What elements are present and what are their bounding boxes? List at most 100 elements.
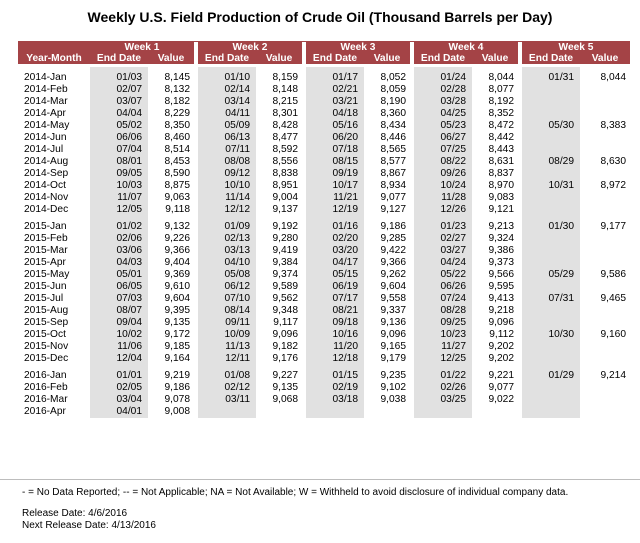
value-cell: 8,434 xyxy=(364,120,410,132)
value-cell: 9,137 xyxy=(256,204,302,216)
year-month-cell: 2015-Dec xyxy=(18,353,90,365)
week-1-header: Week 1 xyxy=(90,41,194,52)
value-cell: 8,350 xyxy=(148,120,194,132)
value-cell: 9,369 xyxy=(148,269,194,281)
end-date-cell: 12/05 xyxy=(90,204,148,216)
end-date-cell: 10/23 xyxy=(414,329,472,341)
end-date-cell: 09/19 xyxy=(306,168,364,180)
end-date-cell: 07/17 xyxy=(306,293,364,305)
end-date-cell: 12/26 xyxy=(414,204,472,216)
end-date-cell: 10/16 xyxy=(306,329,364,341)
value-cell: 8,951 xyxy=(256,180,302,192)
empty-date-cell xyxy=(522,168,580,180)
end-date-cell: 02/28 xyxy=(414,84,472,96)
empty-date-cell xyxy=(522,305,580,317)
table-row: 2015-Feb 02/06 9,226 02/13 9,280 02/20 9,285 02… xyxy=(18,233,630,245)
year-month-cell: 2015-Aug xyxy=(18,305,90,317)
value-cell: 9,262 xyxy=(364,269,410,281)
end-date-cell: 03/07 xyxy=(90,96,148,108)
empty-date-cell xyxy=(522,84,580,96)
value-cell: 9,038 xyxy=(364,394,410,406)
empty-date-cell xyxy=(414,406,472,418)
empty-date-cell xyxy=(522,281,580,293)
end-date-cell: 05/15 xyxy=(306,269,364,281)
empty-date-cell xyxy=(522,96,580,108)
value-cell: 9,172 xyxy=(148,329,194,341)
end-date-cell: 01/01 xyxy=(90,370,148,382)
end-date-cell: 04/24 xyxy=(414,257,472,269)
value-cell: 9,595 xyxy=(472,281,518,293)
end-date-cell: 01/22 xyxy=(414,370,472,382)
year-month-cell: 2015-Oct xyxy=(18,329,90,341)
end-date-cell: 01/03 xyxy=(90,72,148,84)
end-date-cell: 03/27 xyxy=(414,245,472,257)
value-cell: 9,589 xyxy=(256,281,302,293)
year-month-cell: 2015-Feb xyxy=(18,233,90,245)
end-date-header: End Date xyxy=(90,52,148,67)
table-row: 2014-Apr 04/04 8,229 04/11 8,301 04/18 8,360 04… xyxy=(18,108,630,120)
value-cell: 9,118 xyxy=(148,204,194,216)
value-cell: 9,135 xyxy=(256,382,302,394)
end-date-cell: 01/23 xyxy=(414,221,472,233)
end-date-cell: 12/11 xyxy=(198,353,256,365)
empty-value-cell xyxy=(580,132,630,144)
table-row: 2015-Mar 03/06 9,366 03/13 9,419 03/20 9,422 03… xyxy=(18,245,630,257)
end-date-cell: 04/10 xyxy=(198,257,256,269)
value-cell: 9,164 xyxy=(148,353,194,365)
end-date-cell: 01/08 xyxy=(198,370,256,382)
value-cell: 9,280 xyxy=(256,233,302,245)
end-date-cell: 06/06 xyxy=(90,132,148,144)
value-cell: 9,348 xyxy=(256,305,302,317)
table-row: 2014-Jan 01/03 8,145 01/10 8,159 01/17 8,052 01… xyxy=(18,72,630,84)
table-row: 2015-May 05/01 9,369 05/08 9,374 05/15 9,262 05… xyxy=(18,269,630,281)
table-row: 2015-Dec 12/04 9,164 12/11 9,176 12/18 9,179 12… xyxy=(18,353,630,365)
end-date-cell: 02/05 xyxy=(90,382,148,394)
end-date-cell: 01/16 xyxy=(306,221,364,233)
end-date-cell: 01/31 xyxy=(522,72,580,84)
value-cell: 9,177 xyxy=(580,221,630,233)
table-row: 2015-Jan 01/02 9,132 01/09 9,192 01/16 9,186 01… xyxy=(18,221,630,233)
page-title: Weekly U.S. Field Production of Crude Oi… xyxy=(87,9,553,25)
empty-date-cell xyxy=(522,245,580,257)
value-header: Value xyxy=(364,52,410,67)
value-cell: 9,182 xyxy=(256,341,302,353)
end-date-cell: 01/10 xyxy=(198,72,256,84)
year-month-cell: 2014-Jan xyxy=(18,72,90,84)
table-row: 2014-Mar 03/07 8,182 03/14 8,215 03/21 8,190 03… xyxy=(18,96,630,108)
value-cell: 8,472 xyxy=(472,120,518,132)
value-cell: 9,562 xyxy=(256,293,302,305)
year-month-cell: 2015-Jul xyxy=(18,293,90,305)
empty-value-cell xyxy=(580,168,630,180)
legend-note: - = No Data Reported; -- = Not Applicabl… xyxy=(22,487,569,498)
empty-value-cell xyxy=(364,406,410,418)
value-cell: 9,386 xyxy=(472,245,518,257)
empty-date-cell xyxy=(522,108,580,120)
table-row: 2015-Nov 11/06 9,185 11/13 9,182 11/20 9,165 11… xyxy=(18,341,630,353)
end-date-cell: 05/29 xyxy=(522,269,580,281)
value-cell: 8,428 xyxy=(256,120,302,132)
end-date-cell: 11/20 xyxy=(306,341,364,353)
value-cell: 8,148 xyxy=(256,84,302,96)
value-cell: 9,117 xyxy=(256,317,302,329)
end-date-cell: 06/27 xyxy=(414,132,472,144)
value-cell: 9,004 xyxy=(256,192,302,204)
empty-value-cell xyxy=(580,281,630,293)
year-month-cell: 2015-May xyxy=(18,269,90,281)
value-cell: 8,442 xyxy=(472,132,518,144)
value-cell: 9,202 xyxy=(472,341,518,353)
week-3-header: Week 3 xyxy=(306,41,410,52)
year-month-cell: 2014-May xyxy=(18,120,90,132)
value-header: Value xyxy=(472,52,518,67)
value-cell: 9,384 xyxy=(256,257,302,269)
empty-date-cell xyxy=(522,257,580,269)
value-cell: 9,185 xyxy=(148,341,194,353)
value-cell: 8,182 xyxy=(148,96,194,108)
empty-value-cell xyxy=(580,406,630,418)
end-date-cell: 02/12 xyxy=(198,382,256,394)
end-date-cell: 01/09 xyxy=(198,221,256,233)
value-cell: 9,218 xyxy=(472,305,518,317)
value-cell: 9,096 xyxy=(472,317,518,329)
table-row: 2016-Apr 04/01 9,008 xyxy=(18,406,630,418)
value-cell: 9,063 xyxy=(148,192,194,204)
value-cell: 9,132 xyxy=(148,221,194,233)
